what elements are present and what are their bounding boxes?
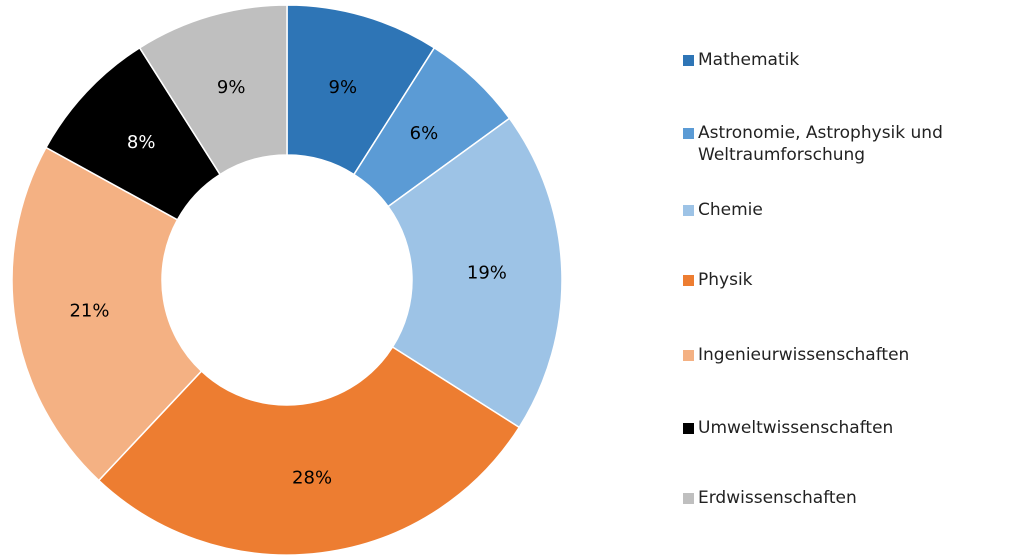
chart: 9% 6% 19% 28% 21% 8% 9% bbox=[11, 4, 563, 555]
legend-item: Erdwissenschaften bbox=[683, 487, 857, 509]
legend-item: Umweltwissenschaften bbox=[683, 417, 893, 439]
legend-label: Physik bbox=[698, 270, 753, 290]
data-label: 9% bbox=[329, 77, 358, 98]
data-label: 28% bbox=[292, 467, 332, 488]
legend-swatch bbox=[683, 275, 694, 286]
legend-label: Ingenieurwissenschaften bbox=[698, 345, 910, 365]
legend-item: Chemie bbox=[683, 199, 763, 221]
legend-item: Mathematik bbox=[683, 49, 799, 71]
legend-swatch bbox=[683, 423, 694, 434]
legend-label: Umweltwissenschaften bbox=[698, 418, 894, 438]
donut-slice bbox=[11, 146, 203, 482]
legend-swatch bbox=[683, 205, 694, 216]
legend-item: Astronomie, Astrophysik und Weltraumfors… bbox=[683, 122, 1008, 166]
legend-item: Physik bbox=[683, 269, 753, 291]
data-label: 19% bbox=[467, 263, 507, 284]
donut-slice bbox=[387, 117, 563, 429]
data-label: 9% bbox=[217, 77, 246, 98]
legend-swatch bbox=[683, 55, 694, 66]
legend-swatch bbox=[683, 128, 694, 139]
data-label: 6% bbox=[410, 123, 439, 144]
legend-swatch bbox=[683, 493, 694, 504]
legend-label: Chemie bbox=[698, 200, 763, 220]
data-label: 8% bbox=[127, 132, 156, 153]
legend-item: Ingenieurwissenschaften bbox=[683, 344, 909, 366]
legend-swatch bbox=[683, 350, 694, 361]
donut-slice bbox=[138, 4, 288, 176]
donut-slice bbox=[97, 345, 521, 555]
data-label: 21% bbox=[69, 300, 109, 321]
legend-label: Astronomie, Astrophysik und Weltraumfors… bbox=[698, 123, 943, 165]
legend-label: Erdwissenschaften bbox=[698, 488, 857, 508]
legend-label: Mathematik bbox=[698, 50, 800, 70]
